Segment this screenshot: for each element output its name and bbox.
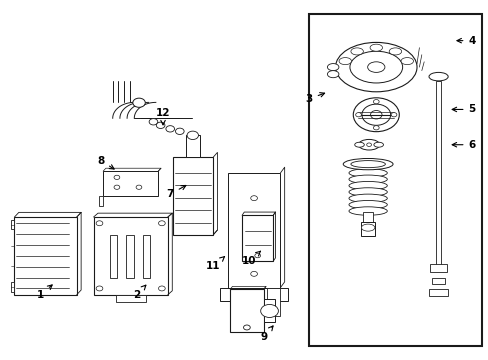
Bar <box>267 288 280 316</box>
Ellipse shape <box>348 188 386 196</box>
Ellipse shape <box>348 181 386 190</box>
Ellipse shape <box>327 64 338 71</box>
Ellipse shape <box>428 72 447 81</box>
Bar <box>227 173 280 288</box>
Circle shape <box>250 271 257 276</box>
Bar <box>263 299 275 323</box>
Circle shape <box>352 98 399 132</box>
Circle shape <box>156 122 164 129</box>
Circle shape <box>175 128 184 135</box>
Bar <box>242 215 273 261</box>
Circle shape <box>114 175 120 180</box>
Circle shape <box>366 143 371 147</box>
Circle shape <box>355 113 361 117</box>
Circle shape <box>373 100 378 104</box>
Ellipse shape <box>349 51 402 83</box>
Bar <box>361 222 374 237</box>
Circle shape <box>158 286 165 291</box>
Bar <box>116 294 145 302</box>
Circle shape <box>390 113 396 117</box>
Ellipse shape <box>354 142 364 147</box>
Text: 8: 8 <box>97 156 114 169</box>
Bar <box>435 81 441 265</box>
Bar <box>142 235 150 278</box>
Bar <box>99 196 103 206</box>
Text: 12: 12 <box>156 108 170 125</box>
Bar <box>185 135 200 157</box>
Ellipse shape <box>350 161 385 168</box>
Text: 10: 10 <box>242 251 260 266</box>
Circle shape <box>158 221 165 226</box>
Circle shape <box>165 126 174 132</box>
Text: 1: 1 <box>37 285 52 300</box>
Ellipse shape <box>338 58 351 65</box>
Circle shape <box>96 221 102 226</box>
Text: 7: 7 <box>166 185 185 199</box>
Bar <box>11 282 15 292</box>
Bar <box>11 220 15 229</box>
Text: 5: 5 <box>451 104 475 114</box>
Ellipse shape <box>348 175 386 184</box>
Circle shape <box>96 286 102 291</box>
Bar <box>126 235 133 278</box>
Bar <box>93 217 167 294</box>
Circle shape <box>250 234 257 238</box>
Bar <box>431 278 445 284</box>
Circle shape <box>373 126 378 130</box>
Circle shape <box>187 131 198 140</box>
Ellipse shape <box>367 62 384 72</box>
Bar <box>172 157 213 235</box>
Ellipse shape <box>350 48 363 55</box>
Text: 4: 4 <box>456 36 475 46</box>
Text: 3: 3 <box>305 93 324 104</box>
Ellipse shape <box>343 158 392 170</box>
Bar <box>15 217 77 294</box>
Text: 2: 2 <box>133 285 145 300</box>
Bar <box>220 288 288 301</box>
Ellipse shape <box>348 207 386 215</box>
Ellipse shape <box>369 44 382 51</box>
Ellipse shape <box>348 194 386 203</box>
Circle shape <box>243 325 250 330</box>
Circle shape <box>149 118 158 125</box>
Circle shape <box>361 104 390 125</box>
Bar <box>428 289 447 296</box>
Ellipse shape <box>358 139 379 150</box>
Circle shape <box>254 253 260 258</box>
Circle shape <box>370 111 381 119</box>
Ellipse shape <box>327 71 338 78</box>
Bar <box>110 235 117 278</box>
Circle shape <box>260 305 278 318</box>
Circle shape <box>250 196 257 201</box>
Bar <box>230 289 263 332</box>
Circle shape <box>136 185 142 189</box>
Ellipse shape <box>335 42 416 92</box>
Circle shape <box>133 98 145 107</box>
Text: 6: 6 <box>451 140 475 150</box>
Ellipse shape <box>348 201 386 209</box>
Bar <box>363 212 372 222</box>
Text: 11: 11 <box>205 257 224 271</box>
Ellipse shape <box>400 58 413 65</box>
Ellipse shape <box>361 224 374 231</box>
Text: 9: 9 <box>260 326 272 342</box>
Bar <box>103 171 158 196</box>
Ellipse shape <box>373 142 383 147</box>
Ellipse shape <box>348 169 386 177</box>
Bar <box>429 264 447 272</box>
Bar <box>308 14 481 346</box>
Ellipse shape <box>388 48 401 55</box>
Circle shape <box>114 185 120 189</box>
